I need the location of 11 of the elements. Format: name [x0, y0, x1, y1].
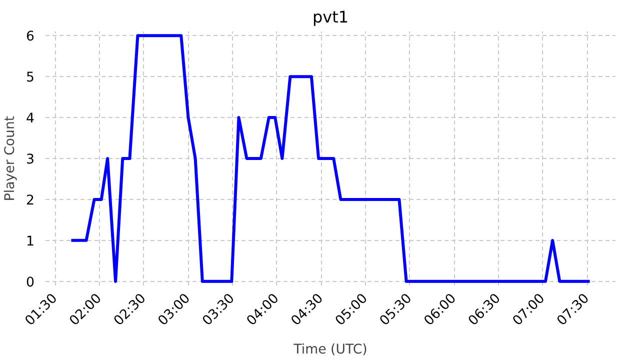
y-axis-title: Player Count	[3, 116, 18, 202]
line-series	[70, 34, 592, 283]
x-axis-title: Time (UTC)	[292, 342, 368, 358]
y-tick-label: 2	[26, 193, 35, 208]
y-tick-label: 1	[26, 234, 35, 250]
y-tick-label: 0	[26, 275, 35, 290]
y-tick-label: 5	[26, 70, 35, 86]
y-tick-label: 6	[26, 30, 35, 45]
y-tick-label: 4	[26, 112, 35, 127]
chart-title: pvt1	[312, 8, 349, 26]
y-tick-label: 3	[26, 152, 35, 168]
